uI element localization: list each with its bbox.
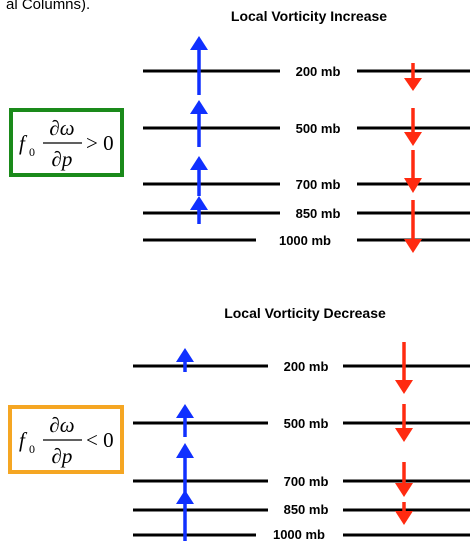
down-arrow-icon [404,108,422,146]
up-arrow-icon [176,490,194,541]
panel-vorticity-decrease: Local Vorticity Decrease 200 mb 500 mb 7… [8,305,470,541]
panel-vorticity-increase: Local Vorticity Increase 200 mb 500 mb 7… [9,8,470,253]
panel-title: Local Vorticity Increase [231,8,387,24]
level-label-850: 850 mb [284,502,329,517]
formula-coef: f [19,428,28,452]
header-fragment: al Columns). [6,0,90,13]
formula-coef-sub: 0 [29,442,35,456]
level-label-1000: 1000 mb [273,527,325,541]
level-label-200: 200 mb [296,64,341,79]
formula-denominator: ∂p [52,147,73,171]
down-arrow-icon [404,63,422,91]
down-arrow-icon [395,502,413,525]
up-arrow-icon [190,196,208,224]
level-label-700: 700 mb [296,177,341,192]
downward-motion-arrows [395,342,413,525]
level-label-200: 200 mb [284,359,329,374]
formula-numerator: ∂ω [49,116,74,140]
downward-motion-arrows [404,63,422,253]
level-label-700: 700 mb [284,474,329,489]
formula-relation: > 0 [86,131,114,155]
down-arrow-icon [404,200,422,253]
level-label-850: 850 mb [296,206,341,221]
formula-convergence-positive: f 0 ∂ω ∂p > 0 [19,116,114,171]
upward-motion-arrows [190,36,208,224]
up-arrow-icon [190,156,208,196]
up-arrow-icon [176,443,194,494]
formula-denominator: ∂p [52,444,73,468]
down-arrow-icon [395,342,413,394]
formula-convergence-negative: f 0 ∂ω ∂p < 0 [19,413,114,468]
level-label-1000: 1000 mb [279,233,331,248]
level-label-500: 500 mb [284,416,329,431]
level-label-500: 500 mb [296,121,341,136]
level-labels: 200 mb 500 mb 700 mb 850 mb 1000 mb [279,64,340,248]
panel-title: Local Vorticity Decrease [224,305,386,321]
up-arrow-icon [176,404,194,437]
formula-coef-sub: 0 [29,145,35,159]
upward-motion-arrows [176,348,194,541]
formula-numerator: ∂ω [49,413,74,437]
down-arrow-icon [395,462,413,497]
level-lines [133,364,470,537]
down-arrow-icon [404,150,422,193]
level-labels: 200 mb 500 mb 700 mb 850 mb 1000 mb [273,359,328,541]
formula-coef: f [19,131,28,155]
up-arrow-icon [176,348,194,372]
formula-box [8,405,124,474]
formula-relation: < 0 [86,428,114,452]
up-arrow-icon [190,36,208,95]
up-arrow-icon [190,100,208,147]
down-arrow-icon [395,404,413,442]
